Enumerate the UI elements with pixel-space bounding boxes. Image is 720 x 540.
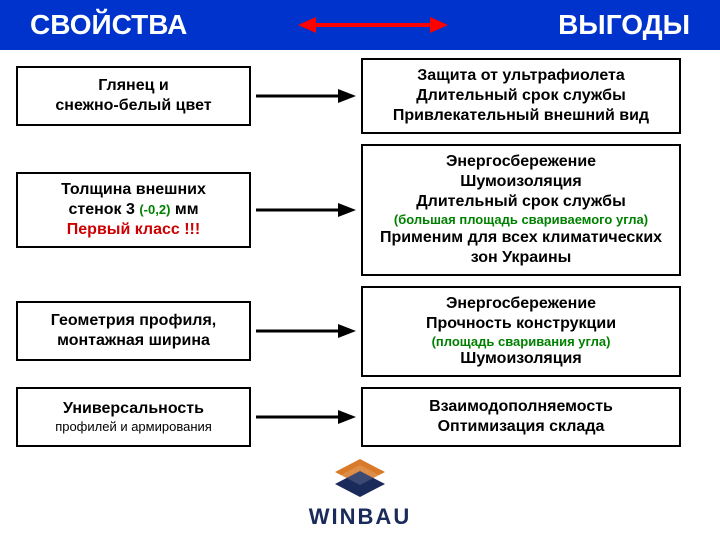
property-box: Геометрия профиля,монтажная ширина — [16, 301, 251, 361]
benefit-line: Шумоизоляция — [460, 172, 581, 192]
benefit-line: Применим для всех климатических — [380, 228, 662, 248]
benefit-line: Длительный срок службы — [416, 86, 625, 106]
benefit-line: Шумоизоляция — [460, 349, 581, 369]
benefit-line: Оптимизация склада — [438, 417, 605, 437]
property-line: монтажная ширина — [57, 331, 210, 351]
benefit-line: Привлекательный внешний вид — [393, 106, 649, 126]
property-line: Геометрия профиля, — [51, 311, 216, 331]
row: Универсальностьпрофилей и армирования Вз… — [16, 387, 704, 447]
benefit-line: (большая площадь свариваемого угла) — [394, 212, 648, 228]
property-line: Первый класс !!! — [67, 220, 200, 240]
benefit-box: ЭнергосбережениеШумоизоляцияДлительный с… — [361, 144, 681, 276]
arrow-right-icon — [251, 86, 361, 106]
benefit-line: Взаимодополняемость — [429, 397, 613, 417]
row: Геометрия профиля,монтажная ширина Энерг… — [16, 286, 704, 378]
benefit-line: (площадь сваривания угла) — [432, 334, 611, 350]
header-left-label: СВОЙСТВА — [30, 9, 187, 41]
header-double-arrow-icon — [298, 13, 448, 37]
benefit-box: ВзаимодополняемостьОптимизация склада — [361, 387, 681, 447]
header-right-label: ВЫГОДЫ — [558, 9, 690, 41]
benefit-line: Длительный срок службы — [416, 192, 625, 212]
winbau-logo-icon — [325, 457, 395, 499]
property-line: Глянец и — [98, 76, 168, 96]
arrow-right-icon — [251, 407, 361, 427]
benefit-line: Прочность конструкции — [426, 314, 616, 334]
benefit-line: Защита от ультрафиолета — [417, 66, 624, 86]
logo-brand-text: WINBAU — [0, 504, 720, 530]
row: Толщина внешнихстенок 3 (-0,2) ммПервый … — [16, 144, 704, 276]
property-line: Толщина внешних — [61, 180, 206, 200]
benefit-box: Защита от ультрафиолетаДлительный срок с… — [361, 58, 681, 134]
property-line: профилей и армирования — [55, 419, 212, 435]
benefit-line: Энергосбережение — [446, 152, 596, 172]
benefit-line: зон Украины — [471, 248, 572, 268]
logo-area: WINBAU — [0, 457, 720, 530]
property-box: Толщина внешнихстенок 3 (-0,2) ммПервый … — [16, 172, 251, 248]
header-bar: СВОЙСТВА ВЫГОДЫ — [0, 0, 720, 50]
row: Глянец иснежно-белый цвет Защита от ульт… — [16, 58, 704, 134]
benefit-box: ЭнергосбережениеПрочность конструкции(пл… — [361, 286, 681, 378]
arrow-right-icon — [251, 200, 361, 220]
property-box: Универсальностьпрофилей и армирования — [16, 387, 251, 447]
benefit-line: Энергосбережение — [446, 294, 596, 314]
property-line: стенок 3 (-0,2) мм — [68, 200, 198, 220]
arrow-right-icon — [251, 321, 361, 341]
property-line: Универсальность — [63, 399, 204, 419]
property-box: Глянец иснежно-белый цвет — [16, 66, 251, 126]
property-line: снежно-белый цвет — [55, 96, 211, 116]
rows-container: Глянец иснежно-белый цвет Защита от ульт… — [0, 50, 720, 447]
